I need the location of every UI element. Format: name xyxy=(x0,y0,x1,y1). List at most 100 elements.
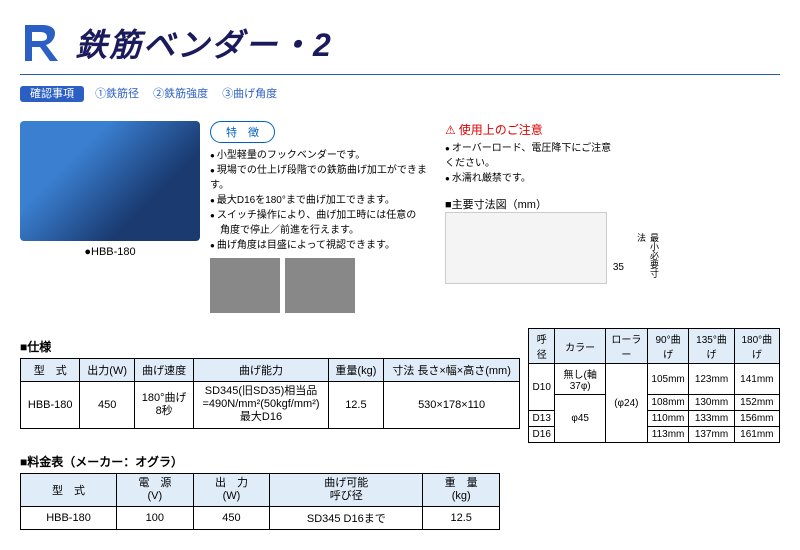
check-items-row: 確認事項 ①鉄筋径 ②鉄筋強度 ③曲げ角度 xyxy=(20,85,780,101)
check-item: ③曲げ角度 xyxy=(222,88,277,100)
th: 電 源 (V) xyxy=(117,474,194,507)
features-section: 特 徴 小型軽量のフックベンダーです。 現場での仕上げ段階での鉄筋曲げ加工ができ… xyxy=(210,121,435,313)
th: 180°曲げ xyxy=(734,329,779,364)
th-line: (V) xyxy=(123,490,187,503)
td: 133mm xyxy=(689,411,734,427)
th: 重量(kg) xyxy=(328,359,384,382)
feature-item: 最大D16を180°まで曲げ加工できます。 xyxy=(210,193,435,208)
product-column: ●HBB-180 xyxy=(20,121,200,258)
cell-line: 8秒 xyxy=(141,405,188,418)
cell-line: 180°曲げ xyxy=(141,392,188,405)
td: φ45 xyxy=(555,395,605,443)
table-row: HBB-180 450 180°曲げ 8秒 SD345(旧SD35)相当品 =4… xyxy=(21,382,520,429)
content-row: ●HBB-180 特 徴 小型軽量のフックベンダーです。 現場での仕上げ段階での… xyxy=(20,121,780,313)
detail-image xyxy=(210,258,280,313)
td: 161mm xyxy=(734,427,779,443)
th-line: 電 源 xyxy=(123,477,187,490)
check-badge: 確認事項 xyxy=(20,86,84,102)
td: HBB-180 xyxy=(21,382,80,429)
th-line: 呼び径 xyxy=(276,490,416,503)
th: 重 量 (kg) xyxy=(423,474,500,507)
product-model-label: ●HBB-180 xyxy=(20,246,200,258)
td: 12.5 xyxy=(328,382,384,429)
page-title: 鉄筋ベンダー・2 xyxy=(75,20,333,66)
brand-logo xyxy=(20,23,60,63)
cell-line: 最大D16 xyxy=(200,411,321,424)
check-item: ①鉄筋径 xyxy=(95,88,139,100)
th-line: 重 量 xyxy=(429,477,493,490)
table-header-row: 型 式 電 源 (V) 出 力 (W) 曲げ可能 呼び径 重 量 (kg) xyxy=(21,474,500,507)
caution-item: オーバーロード、電圧降下にご注意ください。 xyxy=(445,141,615,171)
caution-item: 水濡れ厳禁です。 xyxy=(445,171,615,186)
spec-section: ■仕様 型 式 出力(W) 曲げ速度 曲げ能力 重量(kg) 寸法 長さ×幅×高… xyxy=(20,328,520,429)
price-table: 型 式 電 源 (V) 出 力 (W) 曲げ可能 呼び径 重 量 (kg) xyxy=(20,473,500,530)
td: 12.5 xyxy=(423,507,500,530)
th: 曲げ可能 呼び径 xyxy=(270,474,423,507)
th-line: 出 力 xyxy=(200,477,264,490)
th: 出力(W) xyxy=(80,359,134,382)
td: 105mm xyxy=(647,364,689,395)
td: 141mm xyxy=(734,364,779,395)
td: 100 xyxy=(117,507,194,530)
detail-images xyxy=(210,258,435,313)
th: 135°曲げ xyxy=(689,329,734,364)
td: 137mm xyxy=(689,427,734,443)
td: 450 xyxy=(80,382,134,429)
table-row: φ45 108mm 130mm 152mm xyxy=(529,395,780,411)
detail-image xyxy=(285,258,355,313)
features-list: 小型軽量のフックベンダーです。 現場での仕上げ段階での鉄筋曲げ加工ができます。 … xyxy=(210,148,435,253)
td: 180°曲げ 8秒 xyxy=(134,382,194,429)
bend-size-table: 呼径 カラー ローラー 90°曲げ 135°曲げ 180°曲げ D10 無し(軸… xyxy=(528,328,780,443)
td: 113mm xyxy=(647,427,689,443)
caution-section: 使用上のご注意 オーバーロード、電圧降下にご注意ください。 水濡れ厳禁です。 ■… xyxy=(445,121,615,284)
feature-item: 曲げ角度は目盛によって視認できます。 xyxy=(210,238,435,253)
th-line: (kg) xyxy=(429,490,493,503)
td: D10 xyxy=(529,364,555,411)
dimension-title: ■主要寸法図（mm） xyxy=(445,196,615,212)
th: 呼径 xyxy=(529,329,555,364)
td: HBB-180 xyxy=(21,507,117,530)
table-row: HBB-180 100 450 SD345 D16まで 12.5 xyxy=(21,507,500,530)
th: 曲げ速度 xyxy=(134,359,194,382)
feature-item: 小型軽量のフックベンダーです。 xyxy=(210,148,435,163)
th: 出 力 (W) xyxy=(193,474,270,507)
td: D16 xyxy=(529,427,555,443)
td: 156mm xyxy=(734,411,779,427)
td: SD345 D16まで xyxy=(270,507,423,530)
td: 450 xyxy=(193,507,270,530)
td: 152mm xyxy=(734,395,779,411)
table-header-row: 型 式 出力(W) 曲げ速度 曲げ能力 重量(kg) 寸法 長さ×幅×高さ(mm… xyxy=(21,359,520,382)
page-header: 鉄筋ベンダー・2 xyxy=(20,20,780,66)
td: 110mm xyxy=(647,411,689,427)
td: D13 xyxy=(529,411,555,427)
features-title: 特 徴 xyxy=(210,121,275,143)
cell-line: =490N/mm²(50kgf/mm²) xyxy=(200,398,321,411)
td: 530×178×110 xyxy=(384,382,520,429)
td: SD345(旧SD35)相当品 =490N/mm²(50kgf/mm²) 最大D… xyxy=(194,382,328,429)
td: 123mm xyxy=(689,364,734,395)
th: ローラー xyxy=(605,329,647,364)
table-row: D10 無し(軸37φ) (φ24) 105mm 123mm 141mm xyxy=(529,364,780,395)
spec-table: 型 式 出力(W) 曲げ速度 曲げ能力 重量(kg) 寸法 長さ×幅×高さ(mm… xyxy=(20,358,520,429)
td: 108mm xyxy=(647,395,689,411)
cell-line: SD345(旧SD35)相当品 xyxy=(200,385,321,398)
spec-row: ■仕様 型 式 出力(W) 曲げ速度 曲げ能力 重量(kg) 寸法 長さ×幅×高… xyxy=(20,328,780,443)
feature-item: スイッチ操作により、曲げ加工時には任意の 角度で停止／前進を行えます。 xyxy=(210,208,435,238)
divider xyxy=(20,74,780,75)
td: (φ24) xyxy=(605,364,647,443)
price-title: ■料金表（メーカー：オグラ） xyxy=(20,453,780,470)
th-line: (W) xyxy=(200,490,264,503)
dimension-note: 最小必要寸法 xyxy=(635,233,661,283)
check-item: ②鉄筋強度 xyxy=(153,88,208,100)
th: 寸法 長さ×幅×高さ(mm) xyxy=(384,359,520,382)
spec-title: ■仕様 xyxy=(20,338,520,355)
caution-title: 使用上のご注意 xyxy=(445,121,615,138)
table-header-row: 呼径 カラー ローラー 90°曲げ 135°曲げ 180°曲げ xyxy=(529,329,780,364)
th: 型 式 xyxy=(21,359,80,382)
th: 型 式 xyxy=(21,474,117,507)
th: 90°曲げ xyxy=(647,329,689,364)
caution-list: オーバーロード、電圧降下にご注意ください。 水濡れ厳禁です。 xyxy=(445,141,615,186)
th: 曲げ能力 xyxy=(194,359,328,382)
th: カラー xyxy=(555,329,605,364)
feature-item: 現場での仕上げ段階での鉄筋曲げ加工ができます。 xyxy=(210,163,435,193)
